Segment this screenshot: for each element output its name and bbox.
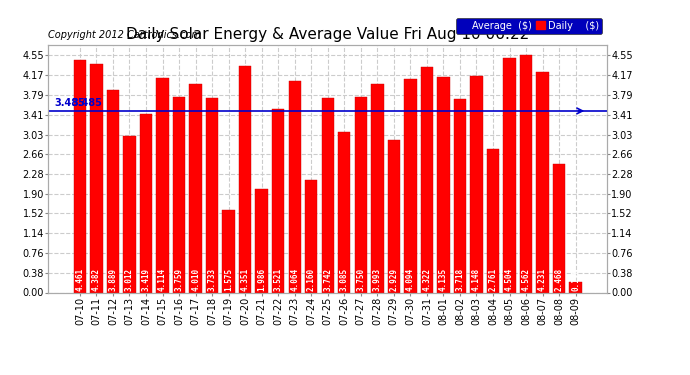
Text: 2.929: 2.929 — [389, 268, 398, 291]
Bar — [520, 55, 532, 292]
Bar — [172, 97, 185, 292]
Bar — [437, 77, 450, 292]
Legend: Average  ($), Daily    ($): Average ($), Daily ($) — [456, 18, 602, 33]
Text: 3.750: 3.750 — [356, 268, 365, 291]
Bar — [222, 210, 235, 292]
Bar — [355, 97, 367, 292]
Text: 3.993: 3.993 — [373, 268, 382, 291]
Bar — [189, 84, 201, 292]
Bar — [503, 58, 515, 292]
Bar — [206, 98, 218, 292]
Bar — [74, 60, 86, 292]
Bar — [322, 98, 334, 292]
Bar — [272, 109, 284, 292]
Text: 2.160: 2.160 — [307, 268, 316, 291]
Text: 3.485: 3.485 — [54, 98, 85, 108]
Bar — [124, 135, 136, 292]
Text: 4.148: 4.148 — [472, 268, 481, 291]
Bar — [90, 64, 103, 292]
Text: 3.419: 3.419 — [141, 268, 150, 291]
Text: 4.322: 4.322 — [422, 268, 431, 291]
Text: 4.114: 4.114 — [158, 268, 167, 291]
Text: 3.085: 3.085 — [339, 268, 348, 291]
Bar — [305, 180, 317, 292]
Text: 4.094: 4.094 — [406, 268, 415, 291]
Bar — [107, 90, 119, 292]
Text: 2.761: 2.761 — [489, 268, 497, 291]
Bar — [569, 282, 582, 292]
Bar — [471, 76, 483, 292]
Text: 4.231: 4.231 — [538, 268, 547, 291]
Bar — [338, 132, 351, 292]
Text: 4.382: 4.382 — [92, 268, 101, 291]
Text: 4.504: 4.504 — [505, 268, 514, 291]
Text: 4.461: 4.461 — [75, 268, 84, 291]
Title: Daily Solar Energy & Average Value Fri Aug 10 06:22: Daily Solar Energy & Average Value Fri A… — [126, 27, 529, 42]
Bar — [421, 67, 433, 292]
Bar — [140, 114, 152, 292]
Bar — [157, 78, 169, 292]
Bar — [486, 148, 499, 292]
Text: 4.562: 4.562 — [522, 268, 531, 291]
Text: 4.135: 4.135 — [439, 268, 448, 291]
Bar — [371, 84, 384, 292]
Text: 4.351: 4.351 — [241, 268, 250, 291]
Bar — [388, 140, 400, 292]
Text: 4.064: 4.064 — [290, 268, 299, 291]
Text: 3.759: 3.759 — [175, 268, 184, 291]
Text: 0.196: 0.196 — [571, 268, 580, 291]
Text: 3.718: 3.718 — [455, 268, 464, 291]
Text: 1.575: 1.575 — [224, 268, 233, 291]
Bar — [288, 81, 301, 292]
Bar — [404, 79, 417, 292]
Text: 4.010: 4.010 — [191, 268, 200, 291]
Bar — [536, 72, 549, 292]
Text: 3.889: 3.889 — [108, 268, 117, 291]
Bar — [255, 189, 268, 292]
Bar — [454, 99, 466, 292]
Text: 3.485: 3.485 — [72, 98, 103, 108]
Text: 3.012: 3.012 — [125, 268, 134, 291]
Text: 3.521: 3.521 — [274, 268, 283, 291]
Bar — [553, 164, 565, 292]
Text: 1.986: 1.986 — [257, 268, 266, 291]
Bar — [239, 66, 251, 292]
Text: 3.742: 3.742 — [323, 268, 333, 291]
Text: Copyright 2012 Cartronics.com: Copyright 2012 Cartronics.com — [48, 30, 201, 40]
Text: 3.733: 3.733 — [208, 268, 217, 291]
Text: 2.468: 2.468 — [555, 268, 564, 291]
